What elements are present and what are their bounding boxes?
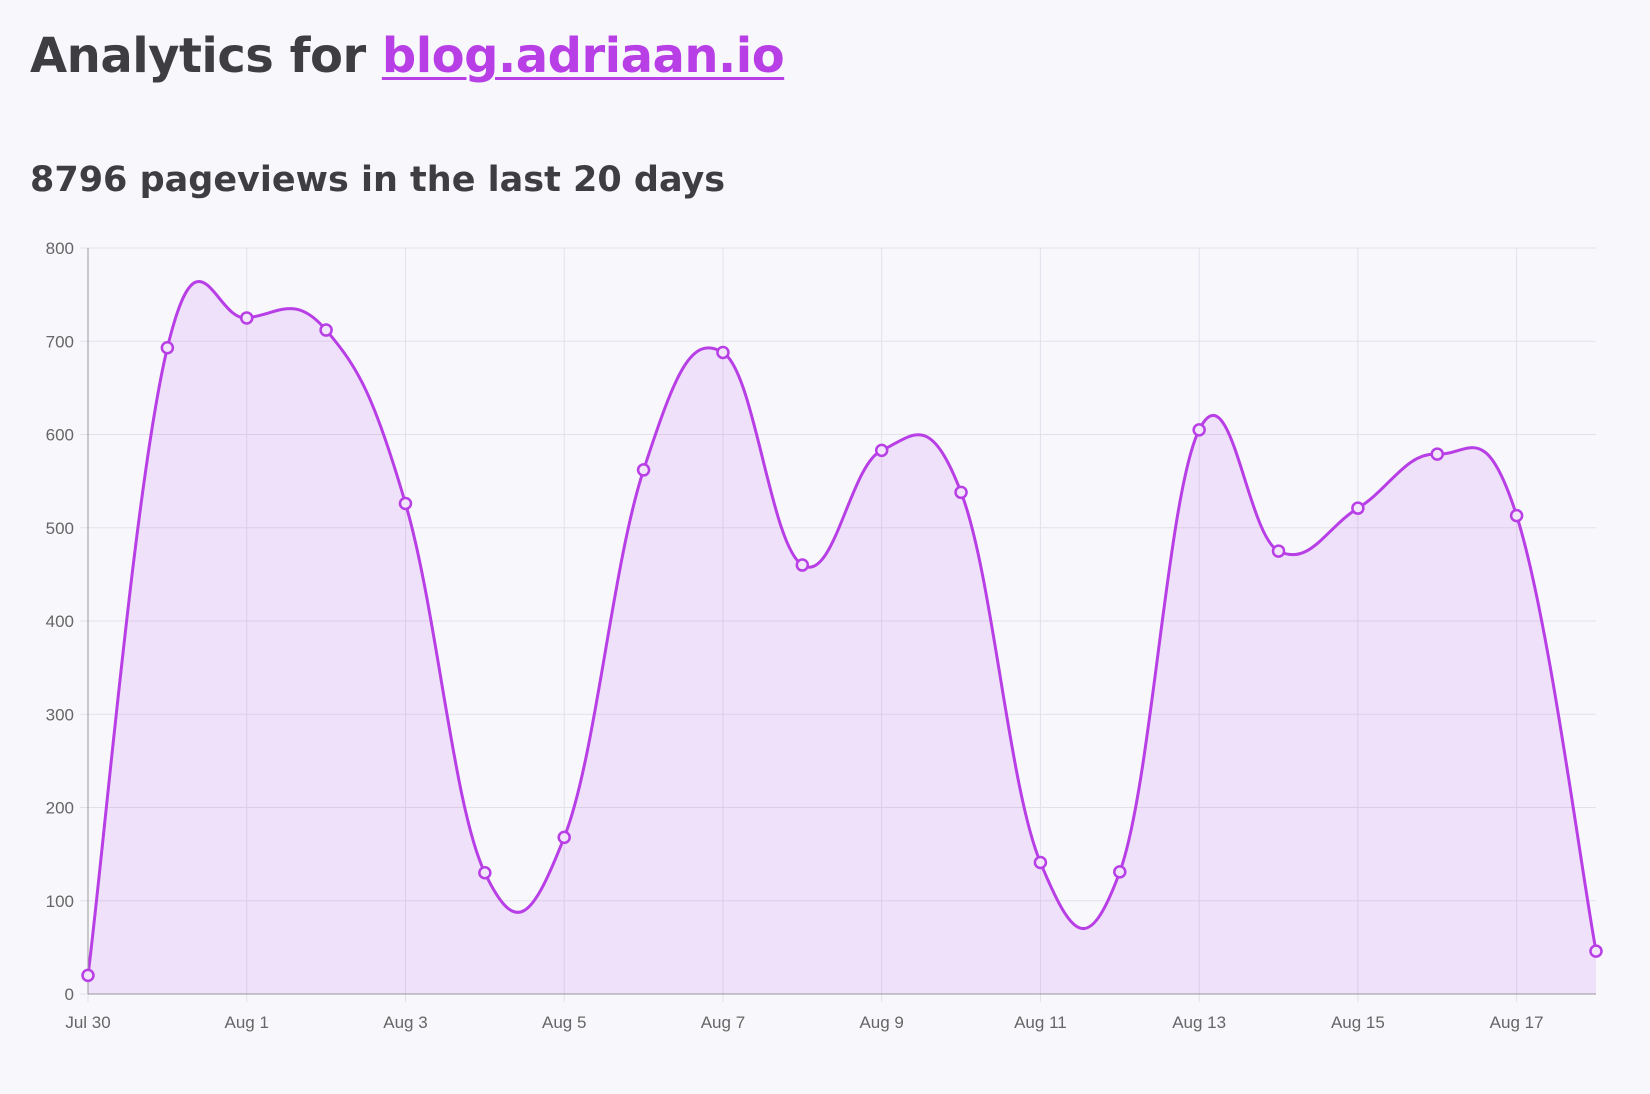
title-prefix: Analytics for: [30, 28, 382, 84]
y-tick-label: 800: [46, 239, 74, 258]
pageviews-summary: 8796 pageviews in the last 20 days: [30, 160, 726, 200]
data-point: [1113, 865, 1127, 879]
data-point: [1589, 944, 1603, 958]
data-point: [478, 866, 492, 880]
grid-layer: [80, 247, 1596, 1002]
x-tick-label: Aug 3: [383, 1013, 427, 1032]
data-point: [319, 323, 333, 337]
y-tick-label: 300: [46, 705, 74, 724]
data-point: [1271, 544, 1286, 558]
x-tick-label: Jul 30: [65, 1013, 110, 1032]
y-tick-label: 400: [46, 612, 74, 631]
data-point: [81, 968, 95, 983]
data-point: [160, 341, 175, 355]
x-tick-label: Aug 7: [701, 1013, 745, 1032]
x-tick-label: Aug 13: [1172, 1013, 1226, 1032]
data-point: [1430, 447, 1445, 461]
data-point: [557, 830, 571, 845]
y-tick-label: 0: [65, 985, 74, 1004]
y-tick-label: 500: [46, 519, 74, 538]
data-point: [239, 311, 254, 325]
data-point: [398, 496, 413, 511]
data-point: [1033, 855, 1048, 870]
y-tick-label: 100: [46, 892, 74, 911]
pageviews-area-fill: [88, 281, 1596, 995]
x-tick-label: Aug 15: [1331, 1013, 1385, 1032]
x-tick-label: Aug 17: [1490, 1013, 1544, 1032]
data-point: [1351, 501, 1365, 515]
y-tick-label: 700: [46, 332, 74, 351]
data-point: [795, 558, 810, 572]
point-layer: [81, 311, 1603, 983]
y-tick-label: 200: [46, 799, 74, 818]
data-point: [954, 485, 968, 500]
data-point: [874, 443, 889, 458]
data-point: [716, 345, 730, 360]
axis-layer: 0 100 200 300 400 500 600 700 800 Jul 30 Aug 1 Aug …: [46, 239, 1596, 1032]
x-tick-label: Aug 9: [859, 1013, 903, 1032]
area-layer: [86, 280, 1598, 995]
x-tick-label: Aug 5: [542, 1013, 586, 1032]
y-tick-label: 600: [46, 426, 74, 445]
pageviews-line: [86, 280, 1598, 976]
data-point: [1192, 423, 1206, 437]
page-title: Analytics for blog.adriaan.io: [30, 28, 785, 84]
site-link[interactable]: blog.adriaan.io: [381, 28, 785, 84]
x-tick-label: Aug 11: [1014, 1013, 1067, 1032]
x-tick-label: Aug 1: [225, 1013, 269, 1032]
data-point: [636, 463, 651, 477]
data-point: [1509, 508, 1524, 523]
